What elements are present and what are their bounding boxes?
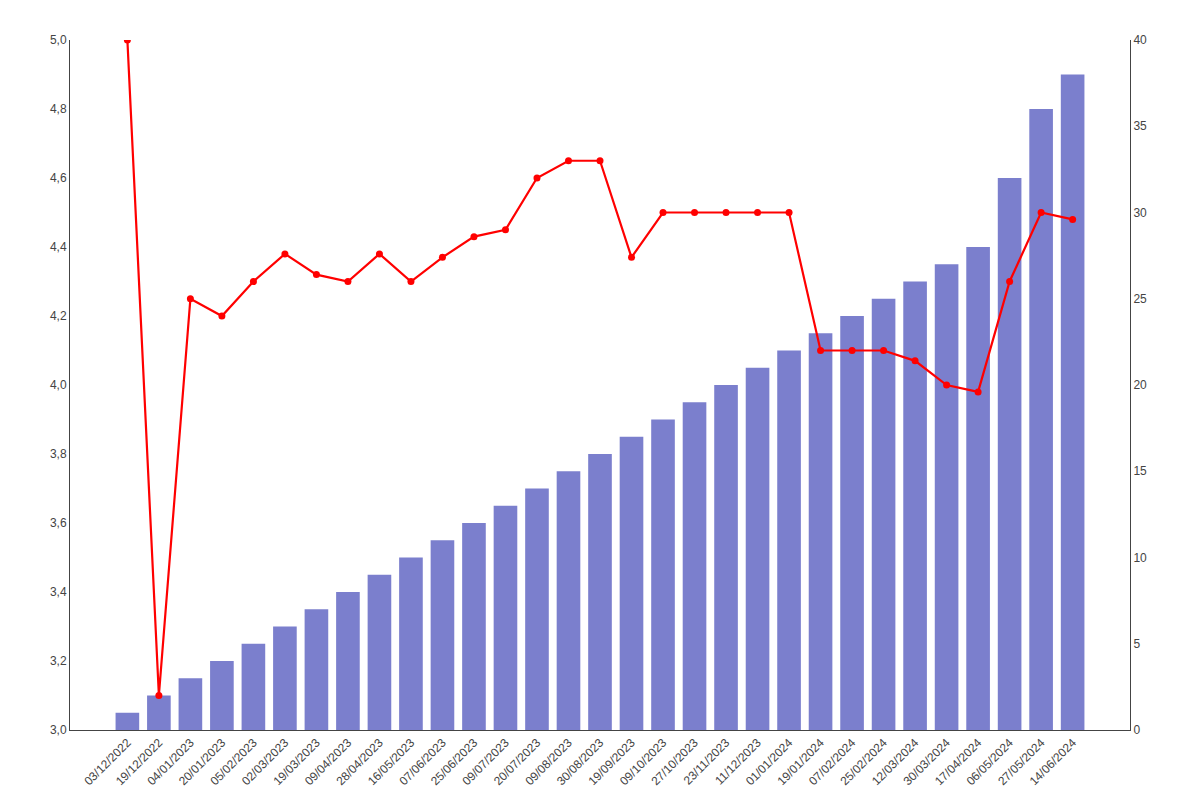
svg-text:4,0: 4,0 [50,378,67,392]
svg-text:5,0: 5,0 [50,33,67,47]
svg-text:4,4: 4,4 [50,240,67,254]
svg-text:3,4: 3,4 [50,585,67,599]
svg-text:09/10/2023: 09/10/2023 [617,736,670,789]
svg-text:04/01/2023: 04/01/2023 [144,736,197,789]
svg-text:19/03/2023: 19/03/2023 [270,736,323,789]
svg-text:30: 30 [1133,206,1147,220]
svg-text:23/11/2023: 23/11/2023 [681,736,733,788]
svg-text:07/06/2023: 07/06/2023 [396,736,449,789]
svg-text:15: 15 [1133,464,1147,478]
svg-text:4,2: 4,2 [50,309,67,323]
svg-text:30/03/2024: 30/03/2024 [901,736,954,789]
svg-text:25: 25 [1133,292,1147,306]
svg-text:19/12/2022: 19/12/2022 [113,736,166,789]
svg-text:20/01/2023: 20/01/2023 [176,736,229,789]
svg-text:01/01/2024: 01/01/2024 [743,736,796,789]
svg-text:3,8: 3,8 [50,447,67,461]
svg-text:12/03/2024: 12/03/2024 [869,736,922,789]
svg-text:17/04/2024: 17/04/2024 [932,736,985,789]
svg-text:40: 40 [1133,33,1147,47]
svg-text:30/08/2023: 30/08/2023 [554,736,607,789]
svg-text:11/12/2023: 11/12/2023 [712,736,764,788]
svg-text:02/03/2023: 02/03/2023 [239,736,292,789]
svg-text:25/02/2024: 25/02/2024 [838,736,891,789]
svg-text:19/09/2023: 19/09/2023 [586,736,639,789]
svg-text:5: 5 [1133,637,1140,651]
svg-text:25/06/2023: 25/06/2023 [428,736,481,789]
svg-text:35: 35 [1133,119,1147,133]
svg-text:05/02/2023: 05/02/2023 [207,736,260,789]
svg-text:20: 20 [1133,378,1147,392]
svg-text:14/06/2024: 14/06/2024 [1027,736,1080,789]
svg-text:03/12/2022: 03/12/2022 [81,736,134,789]
svg-text:3,0: 3,0 [50,723,67,737]
svg-text:27/05/2024: 27/05/2024 [995,736,1048,789]
svg-text:3,6: 3,6 [50,516,67,530]
svg-text:07/02/2024: 07/02/2024 [806,736,859,789]
svg-text:27/10/2023: 27/10/2023 [649,736,702,789]
svg-text:09/07/2023: 09/07/2023 [459,736,512,789]
svg-text:0: 0 [1133,723,1140,737]
svg-text:4,6: 4,6 [50,171,67,185]
svg-text:10: 10 [1133,551,1147,565]
svg-text:28/04/2023: 28/04/2023 [333,736,386,789]
svg-text:06/05/2024: 06/05/2024 [964,736,1017,789]
svg-text:16/05/2023: 16/05/2023 [365,736,418,789]
svg-text:3,2: 3,2 [50,654,67,668]
svg-text:19/01/2024: 19/01/2024 [775,736,828,789]
svg-text:09/04/2023: 09/04/2023 [302,736,355,789]
svg-text:4,8: 4,8 [50,102,67,116]
svg-text:20/07/2023: 20/07/2023 [491,736,544,789]
svg-text:09/08/2023: 09/08/2023 [522,736,575,789]
